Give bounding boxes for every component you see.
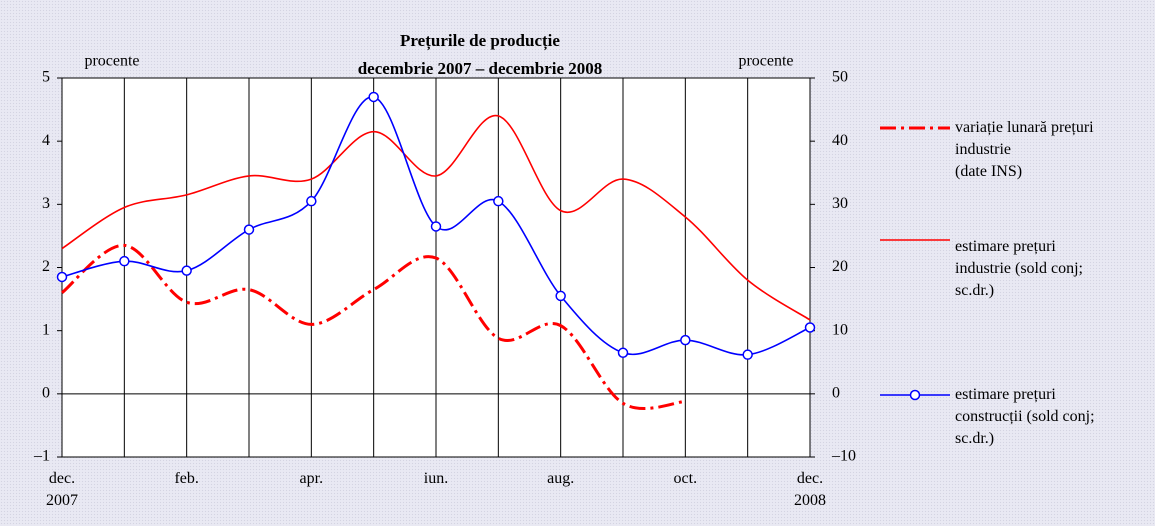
series-line (61, 243, 686, 411)
point (804, 322, 816, 333)
point (742, 349, 753, 360)
point (306, 195, 317, 207)
point (680, 334, 691, 346)
y2-tick-label: 10 (832, 321, 848, 338)
y-tick-label: 1 (42, 321, 50, 338)
y2-tick-label: 30 (832, 195, 848, 212)
chart-title: Prețurile de producție (400, 31, 560, 51)
y2-tick-label: 50 (832, 69, 848, 86)
y2-tick-label: 40 (832, 132, 848, 149)
y2-tick-label: 0 (832, 385, 840, 402)
y-axis-label: procente (84, 53, 139, 70)
x-tick-label: dec. 2008 (794, 470, 826, 509)
point (243, 224, 255, 235)
x-tick-label: aug. (547, 470, 575, 487)
y2-tick-label: 20 (832, 258, 848, 275)
point (430, 221, 442, 232)
point (119, 255, 130, 267)
point (493, 195, 504, 207)
point (368, 91, 379, 103)
legend-marker (909, 389, 921, 401)
y-tick-label: 3 (42, 195, 50, 212)
y-tick-label: 5 (42, 69, 50, 86)
series-line (61, 115, 811, 321)
x-tick-label: oct. (673, 470, 698, 487)
x-tick-label: iun. (423, 470, 449, 487)
legend-label: estimare prețuri construcții (sold conj;… (955, 386, 1095, 447)
y-tick-label: 2 (42, 258, 50, 275)
chart-subtitle: decembrie 2007 – decembrie 2008 (358, 59, 603, 78)
y2-tick-label: –10 (831, 448, 856, 465)
point (617, 347, 629, 359)
x-tick-label: apr. (299, 470, 324, 487)
legend-label: variație lunară prețuri industrie (date … (955, 119, 1094, 180)
x-tick-label: dec. 2007 (46, 470, 78, 509)
y-tick-label: 0 (42, 385, 50, 402)
y-tick-label: 4 (42, 132, 50, 149)
point (555, 290, 566, 302)
legend-label: estimare prețuri industrie (sold conj; s… (955, 238, 1083, 299)
point (56, 271, 68, 283)
y-tick-label: –1 (33, 448, 50, 465)
point (181, 265, 192, 276)
y2-axis-label: procente (738, 53, 793, 70)
x-tick-label: feb. (174, 470, 199, 487)
